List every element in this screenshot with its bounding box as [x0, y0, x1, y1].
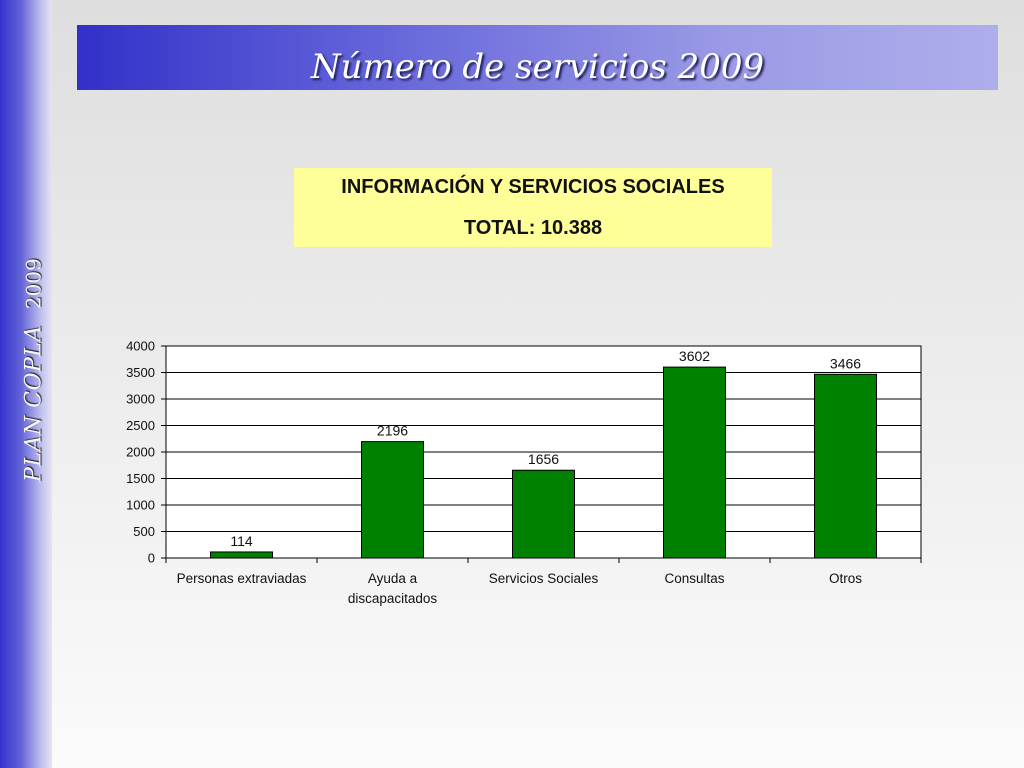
x-tick-label-line: discapacitados: [348, 591, 438, 606]
x-tick-label-line: Ayuda a: [368, 571, 418, 586]
y-tick-label: 3500: [126, 365, 155, 380]
page-title: Número de servicios 2009: [310, 47, 765, 87]
x-tick-label: Consultas: [664, 571, 724, 586]
data-label: 114: [230, 533, 253, 549]
data-label: 1656: [528, 451, 559, 467]
bar: [361, 441, 424, 559]
x-tick-label-line: Servicios Sociales: [489, 571, 599, 586]
plot-border: [165, 345, 922, 559]
x-tick-label-line: Otros: [829, 571, 862, 586]
x-tick-label: Personas extraviadas: [177, 571, 307, 586]
y-tick-label: 0: [148, 551, 155, 566]
info-heading: INFORMACIÓN Y SERVICIOS SOCIALES: [341, 176, 725, 198]
title-bar: Número de servicios 2009: [77, 25, 998, 90]
y-tick-label: 3000: [126, 392, 155, 407]
y-tick-label: 500: [133, 524, 155, 539]
data-label: 2196: [377, 423, 408, 439]
info-total: TOTAL: 10.388: [463, 217, 603, 239]
bar: [663, 366, 726, 559]
y-tick-label: 1500: [126, 471, 155, 486]
data-label: 3466: [830, 355, 861, 371]
y-tick-label: 2000: [126, 445, 155, 460]
x-tick-label: Otros: [829, 571, 862, 586]
x-tick-label: Ayuda a discapacitados: [348, 571, 438, 606]
info-box: INFORMACIÓN Y SERVICIOS SOCIALES TOTAL: …: [294, 168, 772, 247]
side-band: [0, 0, 52, 768]
y-tick-label: 2500: [126, 418, 155, 433]
y-tick-label: 4000: [126, 339, 155, 354]
bar: [814, 373, 877, 559]
bar: [512, 469, 575, 559]
x-tick-label-line: Consultas: [664, 571, 724, 586]
bar: [210, 551, 273, 559]
y-tick-label: 1000: [126, 498, 155, 513]
data-label: 3602: [679, 348, 710, 364]
x-tick-label: Servicios Sociales: [489, 571, 599, 586]
x-tick-label-line: Personas extraviadas: [177, 571, 307, 586]
